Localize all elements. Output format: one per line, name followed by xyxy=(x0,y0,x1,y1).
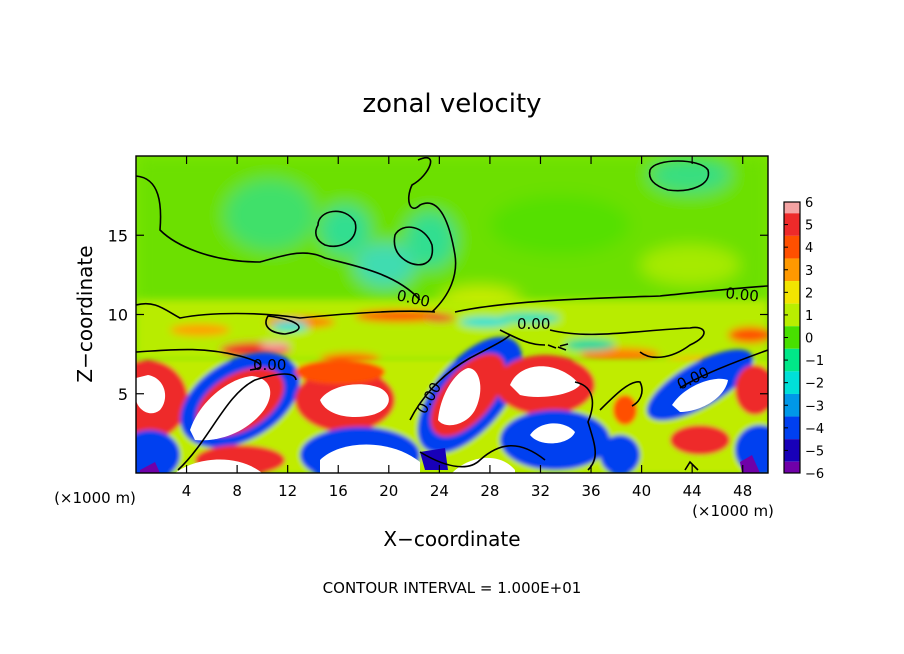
shear-layer xyxy=(136,300,768,373)
x-tick-label: 24 xyxy=(430,482,449,500)
x-tick-label: 20 xyxy=(379,482,398,500)
x-axis-title: X−coordinate xyxy=(383,527,520,551)
contour-label: 0.00 xyxy=(725,284,760,305)
y-tick-label: 15 xyxy=(108,226,128,245)
x-units-right: (×1000 m) xyxy=(692,502,774,520)
x-tick-label: 16 xyxy=(329,482,348,500)
x-tick-label: 32 xyxy=(531,482,550,500)
y-tick-label: 10 xyxy=(108,306,128,325)
colorbar-swatch xyxy=(784,371,800,394)
colorbar-label: −5 xyxy=(805,444,824,459)
colorbar-swatch xyxy=(784,461,800,473)
contour-label: 0.00 xyxy=(253,356,286,374)
x-tick-label: 36 xyxy=(581,482,600,500)
colorbar-swatch xyxy=(784,393,800,417)
colorbar-label: 4 xyxy=(805,241,813,256)
colorbar-label: 2 xyxy=(805,286,813,301)
x-tick-label: 4 xyxy=(182,482,192,500)
colorbar-label: 1 xyxy=(805,309,813,324)
colorbar-label: 5 xyxy=(805,219,813,234)
contour-lines xyxy=(136,157,768,471)
x-axis: 4 8 12 16 20 24 28 32 36 40 44 48 xyxy=(182,156,752,500)
x-tick-label: 48 xyxy=(733,482,752,500)
colorbar-swatch xyxy=(784,213,800,236)
x-tick-label: 8 xyxy=(232,482,242,500)
x-tick-label: 12 xyxy=(278,482,297,500)
y-axis-title: Z−coordinate xyxy=(73,245,97,382)
colorbar-label: −3 xyxy=(805,399,824,414)
x-tick-label: 28 xyxy=(480,482,499,500)
contour-label: 0.00 xyxy=(517,315,550,333)
colorbar-swatch xyxy=(784,348,800,372)
colorbar-label: −1 xyxy=(805,354,824,369)
colorbar-swatch xyxy=(784,303,800,327)
colorbar-swatch xyxy=(784,439,800,462)
colorbar-label: −2 xyxy=(805,377,824,392)
colorbar-label: 3 xyxy=(805,264,813,279)
y-tick-label: 5 xyxy=(118,385,128,404)
plot-area: 0.00 0.00 0.00 0.00 0.00 0.00 xyxy=(136,156,768,473)
chart-title: zonal velocity xyxy=(362,89,541,119)
colorbar: 6 5 4 3 2 1 0 −1 −2 −3 −4 −5 −6 xyxy=(783,196,824,482)
lower-cell-cores xyxy=(136,366,760,473)
colorbar-label: −6 xyxy=(805,467,824,482)
colorbar-swatch xyxy=(784,416,800,440)
y-axis: 5 10 15 xyxy=(108,226,768,404)
colorbar-label: 6 xyxy=(805,196,813,211)
colorbar-label: −4 xyxy=(805,422,824,437)
colorbar-swatch xyxy=(784,326,800,349)
x-tick-label: 40 xyxy=(632,482,651,500)
colorbar-label: 0 xyxy=(805,332,813,347)
colorbar-swatch xyxy=(784,235,800,259)
colorbar-swatch xyxy=(784,281,800,304)
x-tick-label: 44 xyxy=(683,482,702,500)
contour-interval-note: CONTOUR INTERVAL = 1.000E+01 xyxy=(323,579,582,597)
colorbar-swatch xyxy=(784,202,800,214)
x-units-left: (×1000 m) xyxy=(54,489,136,507)
colorbar-swatch xyxy=(784,258,800,282)
upper-field xyxy=(136,156,768,314)
